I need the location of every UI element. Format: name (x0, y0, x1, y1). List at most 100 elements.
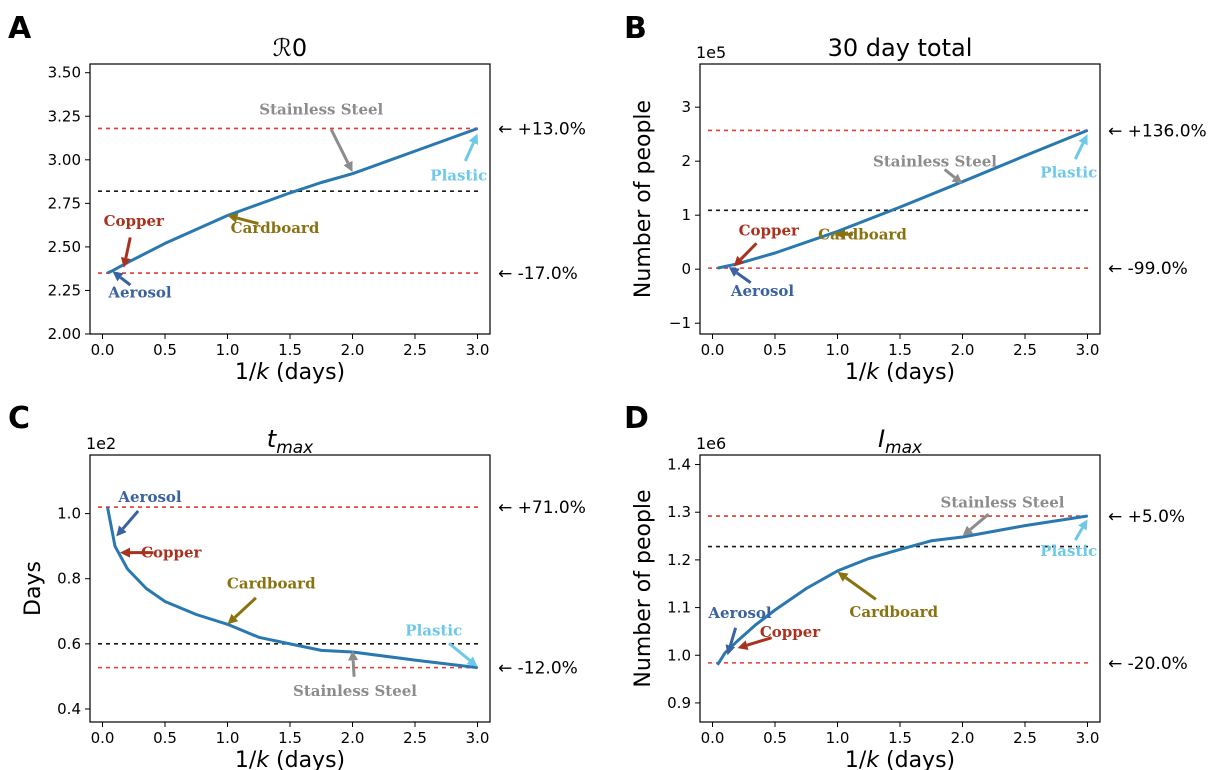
percent-change-label: ← -12.0% (498, 659, 578, 679)
y-tick-label: 1.0 (57, 505, 81, 523)
y-axis-label: Days (21, 561, 46, 616)
x-tick-label: 1.0 (826, 341, 850, 359)
annotation-arrow (227, 596, 257, 625)
annotation-arrow (837, 571, 877, 601)
percent-change-label: ← +5.0% (1108, 507, 1185, 527)
panel-label: B (624, 11, 647, 46)
annotation-arrow (348, 650, 359, 677)
panel-label: A (8, 11, 32, 46)
series-line (106, 127, 479, 275)
annotation-label: Copper (760, 623, 821, 641)
y-tick-label: 1 (681, 206, 691, 224)
x-tick-label: 0.0 (91, 341, 115, 359)
annotation-arrow (120, 547, 154, 558)
x-axis-label: 1/k (days) (235, 360, 345, 385)
x-axis-label: 1/k (days) (845, 360, 955, 385)
x-tick-label: 0.5 (763, 729, 787, 747)
y-tick-label: 3.50 (48, 64, 81, 82)
x-axis-label: 1/k (days) (235, 748, 345, 770)
x-tick-label: 0.0 (91, 729, 115, 747)
chart-title: ℛ0 (273, 34, 307, 62)
y-tick-label: 0.4 (57, 700, 81, 718)
x-tick-label: 0.0 (701, 729, 725, 747)
x-tick-label: 3.0 (1076, 729, 1100, 747)
y-tick-label: 2.00 (48, 325, 81, 343)
annotation-label: Cardboard (818, 226, 907, 244)
x-tick-label: 2.0 (951, 729, 975, 747)
annotation-label: Cardboard (227, 575, 316, 593)
y-axis-label: Number of people (631, 100, 656, 298)
annotation-arrow (120, 237, 132, 268)
annotation-arrow (728, 267, 752, 284)
x-axis-label: 1/k (days) (845, 748, 955, 770)
y-tick-label: −1 (669, 314, 691, 332)
annotation-label: Stainless Steel (293, 682, 417, 700)
annotation-label: Stainless Steel (941, 493, 1065, 511)
chart-title: tmax (267, 425, 314, 458)
x-tick-label: 1.5 (278, 729, 302, 747)
y-tick-label: 1.2 (667, 551, 691, 569)
chart-title: Imax (878, 425, 923, 458)
percent-change-label: ← -99.0% (1108, 259, 1188, 279)
panel-d: D Imax 1e6 0.0 0.5 1.0 1.5 2.0 2.5 3.0 0.9 1.0 1.1 1.… (624, 401, 1188, 770)
annotation-label: Plastic (1040, 542, 1097, 560)
x-tick-label: 1.5 (888, 341, 912, 359)
x-tick-label: 0.0 (701, 341, 725, 359)
annotation-label: Cardboard (849, 603, 938, 621)
y-axis-label: Number of people (631, 489, 656, 687)
annotation-label: Aerosol (730, 282, 795, 300)
panel-a: A ℛ0 0.0 0.5 1.0 1.5 2.0 2.5 3.0 2.00 2.25 2.50 2.75… (8, 11, 586, 385)
series-line (716, 514, 1088, 666)
percent-change-label: ← +71.0% (498, 498, 586, 518)
y-tick-label: 1.3 (667, 503, 691, 521)
annotation-arrow (463, 133, 478, 162)
annotation-label: Copper (104, 212, 165, 230)
annotation-label: Aerosol (107, 283, 172, 301)
y-tick-label: 0.8 (57, 570, 81, 588)
axis-exponent-label: 1e6 (696, 434, 726, 453)
annotation-arrow (835, 229, 853, 240)
y-tick-label: 2.75 (48, 194, 81, 212)
axis-exponent-label: 1e2 (86, 434, 116, 453)
y-tick-label: 1.1 (667, 599, 691, 617)
x-tick-label: 2.0 (951, 341, 975, 359)
panel-label: D (624, 401, 649, 436)
annotation-arrow (448, 642, 478, 667)
y-tick-label: 0.6 (57, 635, 81, 653)
y-tick-label: 2.25 (48, 281, 81, 299)
percent-change-label: ← -20.0% (1108, 654, 1188, 674)
x-tick-label: 3.0 (466, 729, 490, 747)
annotation-arrow (116, 509, 140, 537)
annotation-label: Plastic (430, 167, 487, 185)
x-tick-label: 1.0 (826, 729, 850, 747)
x-tick-label: 0.5 (763, 341, 787, 359)
percent-change-label: ← +13.0% (498, 119, 586, 139)
x-tick-label: 2.5 (1013, 341, 1037, 359)
y-tick-label: 2 (681, 152, 691, 170)
x-tick-label: 2.0 (341, 341, 365, 359)
annotation-arrow (227, 213, 259, 226)
annotation-label: Plastic (1040, 163, 1097, 181)
y-tick-label: 0.9 (667, 694, 691, 712)
axis-exponent-label: 1e5 (696, 43, 726, 62)
annotation-arrow (1073, 134, 1088, 160)
chart-title: 30 day total (828, 34, 973, 62)
x-tick-label: 0.5 (153, 341, 177, 359)
annotation-arrow (943, 168, 963, 184)
annotation-arrow (962, 513, 990, 537)
annotation-label: Aerosol (707, 604, 772, 622)
annotation-arrow (733, 242, 758, 267)
annotation-label: Stainless Steel (259, 101, 383, 119)
y-tick-label: 2.50 (48, 238, 81, 256)
x-tick-label: 3.0 (1076, 341, 1100, 359)
x-tick-label: 1.5 (278, 341, 302, 359)
x-tick-label: 2.5 (403, 729, 427, 747)
x-tick-label: 1.5 (888, 729, 912, 747)
annotation-arrow (737, 636, 773, 650)
y-tick-label: 1.4 (667, 456, 691, 474)
x-tick-label: 2.5 (1013, 729, 1037, 747)
x-tick-label: 3.0 (466, 341, 490, 359)
x-tick-label: 2.0 (341, 729, 365, 747)
